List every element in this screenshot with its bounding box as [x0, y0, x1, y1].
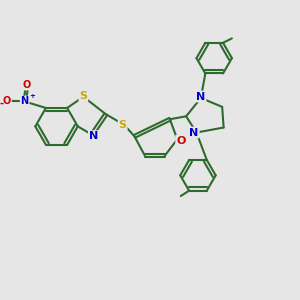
Text: -: -	[0, 99, 4, 109]
Text: O: O	[176, 136, 185, 146]
Text: O: O	[23, 80, 31, 90]
Text: N: N	[190, 128, 199, 137]
Text: N: N	[21, 97, 29, 106]
Text: O: O	[3, 97, 11, 106]
Text: N: N	[196, 92, 206, 101]
Text: N: N	[89, 131, 98, 141]
Text: S: S	[80, 91, 87, 101]
Text: +: +	[29, 93, 35, 99]
Text: S: S	[119, 120, 127, 130]
